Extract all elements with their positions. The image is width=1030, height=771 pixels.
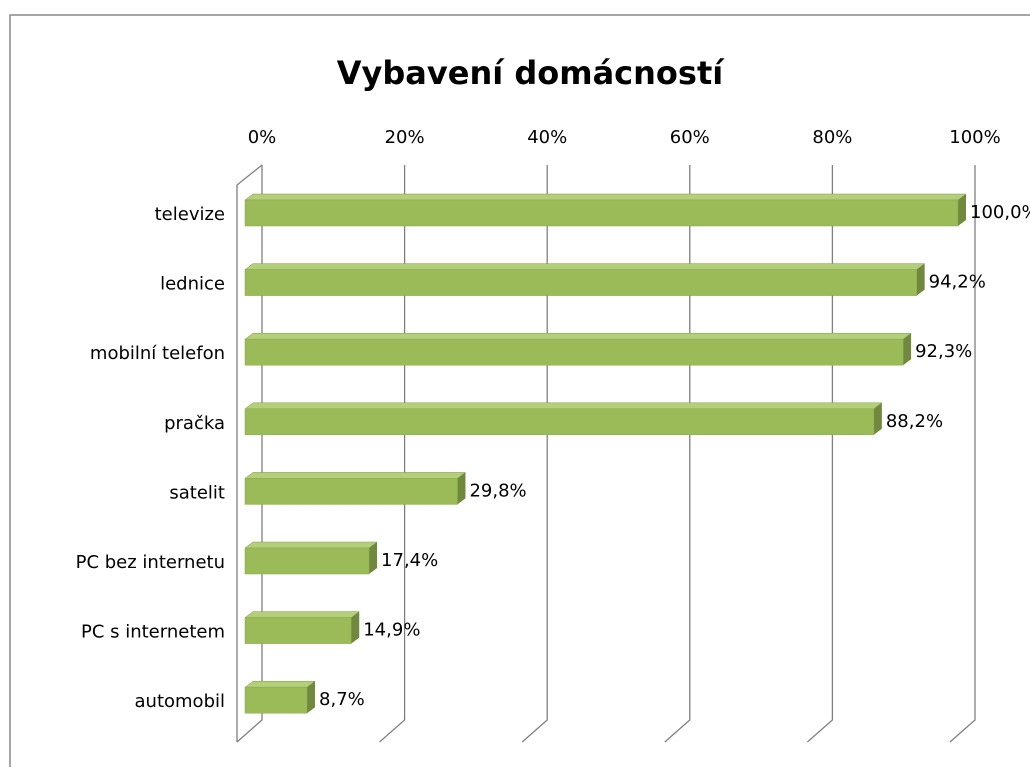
data-label: 94,2% [929, 272, 986, 293]
bar [244, 541, 378, 575]
bar-top [244, 541, 378, 549]
bar [244, 402, 883, 436]
x-tick-label: 20% [385, 127, 425, 148]
bar-top [244, 611, 360, 618]
grid-line [949, 165, 976, 743]
y-tick-label: PC bez internetu [76, 552, 225, 573]
x-tick-label: 0% [248, 127, 277, 148]
bar-front [244, 338, 904, 366]
chart-title: Vybavení domácností [337, 54, 725, 92]
bar-side [873, 402, 882, 435]
y-tick-label: televize [155, 204, 225, 225]
bar [244, 332, 912, 366]
bar-side [457, 472, 466, 505]
y-tick-label: automobil [135, 691, 225, 712]
data-label: 8,7% [319, 689, 365, 710]
bar-side [903, 333, 912, 366]
bar-side [307, 681, 316, 714]
data-label: 17,4% [381, 550, 438, 571]
y-tick-label: PC s internetem [81, 622, 225, 643]
data-label: 14,9% [363, 620, 420, 641]
bar-front [244, 408, 875, 436]
bar-front [244, 199, 959, 227]
bar [244, 263, 926, 296]
y-tick-label: mobilní telefon [90, 343, 225, 364]
x-tick-label: 60% [670, 127, 710, 148]
data-label: 29,8% [469, 480, 526, 501]
data-label: 100,0% [970, 202, 1030, 223]
x-tick-label: 80% [812, 127, 852, 148]
bar-front [244, 478, 458, 505]
y-tick-label: lednice [160, 274, 225, 295]
bar-top [244, 332, 912, 340]
y-tick-label: satelit [169, 482, 225, 503]
chart-border [9, 14, 1030, 771]
data-label: 88,2% [886, 411, 943, 432]
bar-front [244, 686, 308, 714]
y-tick-label: pračka [164, 413, 225, 434]
bar [244, 611, 360, 644]
bar [244, 680, 316, 714]
x-tick-label: 100% [949, 127, 1000, 148]
bar-front [244, 617, 352, 644]
bar-top [244, 193, 967, 201]
data-label: 92,3% [915, 341, 972, 362]
bar-top [244, 472, 467, 479]
bar [244, 472, 467, 505]
bar-side [351, 611, 360, 644]
bar [244, 193, 967, 227]
bar-front [244, 547, 370, 575]
bar-top [244, 263, 926, 270]
bar-side [958, 194, 966, 226]
bar-side [369, 542, 378, 574]
x-tick-label: 40% [527, 127, 567, 148]
bar-top [244, 680, 316, 688]
bar-front [244, 269, 917, 296]
bar-side [916, 263, 925, 296]
left-wall [236, 164, 263, 742]
bar-top [244, 402, 883, 410]
